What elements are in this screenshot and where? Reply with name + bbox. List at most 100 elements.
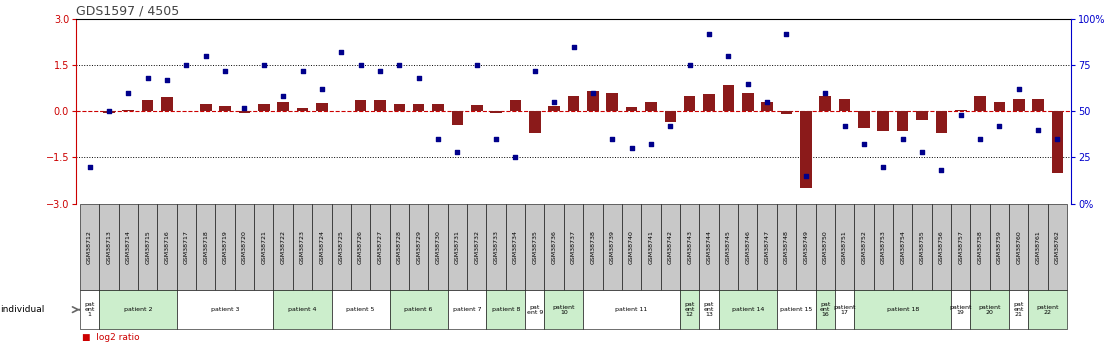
Text: GSM38735: GSM38735 bbox=[532, 230, 538, 264]
Bar bbox=[815, 290, 835, 329]
Point bbox=[893, 136, 911, 142]
Bar bbox=[529, 111, 541, 133]
Bar bbox=[700, 290, 719, 329]
Point bbox=[720, 53, 738, 59]
Bar bbox=[238, 111, 250, 113]
Bar bbox=[354, 100, 367, 111]
Text: GSM38718: GSM38718 bbox=[203, 230, 208, 264]
Bar bbox=[177, 204, 196, 290]
Text: GSM38759: GSM38759 bbox=[997, 230, 1002, 264]
Bar bbox=[719, 204, 738, 290]
Text: GSM38751: GSM38751 bbox=[842, 230, 847, 264]
Bar bbox=[1032, 99, 1044, 111]
Bar bbox=[951, 204, 970, 290]
Text: patient
20: patient 20 bbox=[978, 305, 1001, 315]
Text: GSM38738: GSM38738 bbox=[590, 230, 596, 264]
Bar bbox=[1029, 290, 1068, 329]
Text: GSM38726: GSM38726 bbox=[358, 230, 363, 264]
Bar bbox=[951, 290, 970, 329]
Text: GSM38755: GSM38755 bbox=[919, 230, 925, 264]
Bar bbox=[544, 290, 584, 329]
Bar bbox=[970, 290, 1010, 329]
Bar bbox=[994, 102, 1005, 111]
Bar bbox=[235, 204, 254, 290]
Text: pat
ent
16: pat ent 16 bbox=[819, 302, 831, 317]
Bar bbox=[700, 204, 719, 290]
Bar bbox=[622, 204, 642, 290]
Bar bbox=[970, 204, 989, 290]
Bar bbox=[452, 111, 463, 125]
Text: pat
ent
1: pat ent 1 bbox=[84, 302, 95, 317]
Text: GSM38724: GSM38724 bbox=[320, 230, 324, 264]
Point bbox=[1049, 136, 1067, 142]
Bar bbox=[878, 111, 889, 131]
Bar bbox=[1013, 99, 1024, 111]
Text: GSM38754: GSM38754 bbox=[900, 230, 906, 264]
Point bbox=[390, 62, 408, 68]
Text: GSM38743: GSM38743 bbox=[688, 230, 692, 264]
Bar bbox=[433, 105, 444, 111]
Point bbox=[139, 75, 157, 81]
Point bbox=[546, 99, 563, 105]
Bar bbox=[931, 204, 951, 290]
Bar bbox=[587, 91, 599, 111]
Text: GSM38723: GSM38723 bbox=[300, 230, 305, 264]
Text: patient 18: patient 18 bbox=[887, 307, 919, 312]
Bar bbox=[138, 204, 158, 290]
Bar bbox=[510, 100, 521, 111]
Bar bbox=[332, 290, 390, 329]
Text: GSM38750: GSM38750 bbox=[823, 230, 827, 264]
Bar bbox=[491, 111, 502, 113]
Bar bbox=[505, 204, 525, 290]
Point bbox=[487, 136, 505, 142]
Point bbox=[409, 75, 427, 81]
Text: patient 4: patient 4 bbox=[288, 307, 316, 312]
Text: GSM38716: GSM38716 bbox=[164, 230, 170, 264]
Point bbox=[429, 136, 447, 142]
Text: GSM38740: GSM38740 bbox=[629, 230, 634, 264]
Point bbox=[913, 149, 931, 155]
Text: patient
17: patient 17 bbox=[833, 305, 855, 315]
Bar bbox=[606, 93, 618, 111]
Text: GSM38720: GSM38720 bbox=[241, 230, 247, 264]
Bar bbox=[1010, 204, 1029, 290]
Point bbox=[758, 99, 776, 105]
Bar bbox=[1052, 111, 1063, 173]
Bar bbox=[394, 104, 405, 111]
Bar bbox=[467, 204, 486, 290]
Bar bbox=[1029, 204, 1048, 290]
Point bbox=[739, 81, 757, 86]
Point bbox=[197, 53, 215, 59]
Bar bbox=[200, 105, 211, 111]
Point bbox=[932, 168, 950, 173]
Text: GSM38730: GSM38730 bbox=[436, 230, 440, 264]
Point bbox=[332, 49, 350, 55]
Point bbox=[506, 155, 524, 160]
Bar bbox=[680, 204, 700, 290]
Text: GSM38717: GSM38717 bbox=[183, 230, 189, 264]
Text: patient 2: patient 2 bbox=[124, 307, 152, 312]
Bar bbox=[158, 204, 177, 290]
Text: GSM38712: GSM38712 bbox=[87, 230, 92, 264]
Point bbox=[642, 142, 660, 147]
Bar bbox=[680, 290, 700, 329]
Text: GSM38747: GSM38747 bbox=[765, 230, 769, 264]
Bar bbox=[103, 111, 115, 113]
Text: GSM38756: GSM38756 bbox=[939, 230, 944, 264]
Point bbox=[855, 142, 873, 147]
Bar bbox=[161, 97, 173, 111]
Text: GSM38762: GSM38762 bbox=[1055, 230, 1060, 264]
Bar bbox=[838, 99, 851, 111]
Bar bbox=[274, 204, 293, 290]
Bar bbox=[316, 103, 328, 111]
Bar bbox=[664, 111, 676, 122]
Text: GSM38741: GSM38741 bbox=[648, 230, 653, 264]
Text: patient 11: patient 11 bbox=[616, 307, 647, 312]
Bar bbox=[525, 290, 544, 329]
Point bbox=[236, 105, 254, 110]
Text: pat
ent
21: pat ent 21 bbox=[1014, 302, 1024, 317]
Text: GSM38757: GSM38757 bbox=[958, 230, 964, 264]
Point bbox=[313, 86, 331, 92]
Bar bbox=[722, 85, 735, 111]
Bar bbox=[626, 107, 637, 111]
